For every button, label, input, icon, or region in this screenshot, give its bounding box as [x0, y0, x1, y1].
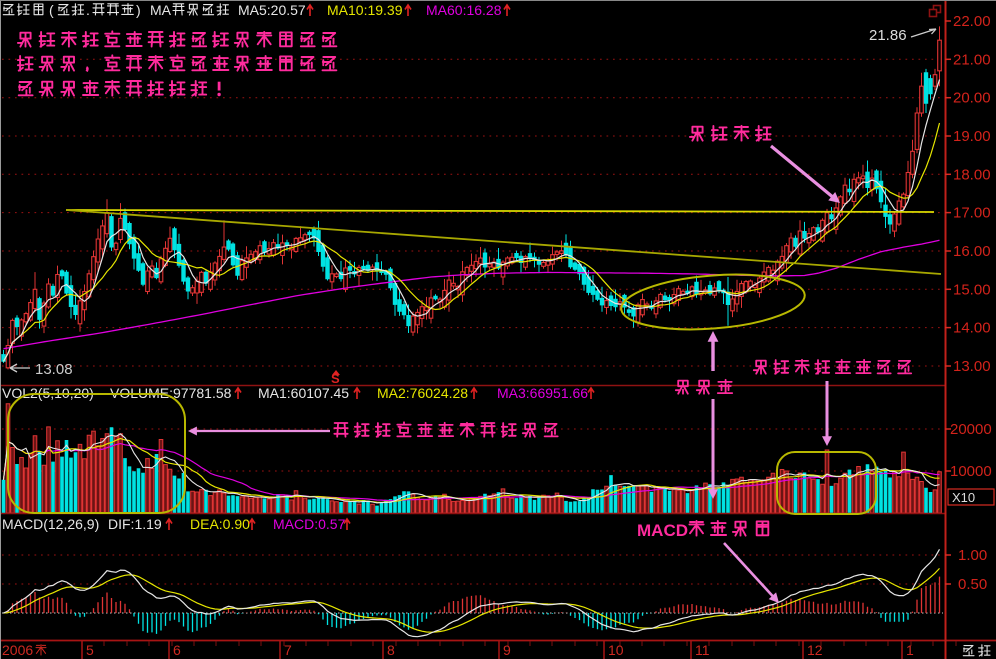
- svg-text:MA10:19.39: MA10:19.39: [327, 2, 403, 18]
- svg-text:1: 1: [906, 642, 914, 658]
- svg-text:11: 11: [695, 642, 710, 658]
- svg-text:13.00: 13.00: [953, 358, 991, 375]
- svg-text:MA60:16.28: MA60:16.28: [426, 2, 502, 18]
- svg-text:.: .: [86, 2, 90, 18]
- svg-text:(: (: [49, 2, 54, 18]
- svg-text:1.00: 1.00: [958, 547, 987, 564]
- svg-text:13.08: 13.08: [35, 361, 73, 378]
- svg-text:12: 12: [807, 642, 823, 658]
- svg-text:X10: X10: [952, 490, 975, 505]
- svg-text:7: 7: [284, 642, 292, 658]
- svg-text:8: 8: [387, 642, 395, 658]
- svg-text:21.00: 21.00: [953, 51, 991, 68]
- svg-text:VOLUME:97781.58: VOLUME:97781.58: [110, 385, 232, 401]
- svg-text:9: 9: [503, 642, 511, 658]
- svg-text:20.00: 20.00: [953, 90, 991, 107]
- svg-text:MA: MA: [150, 2, 172, 18]
- svg-text:2006: 2006: [2, 642, 33, 658]
- svg-text:17.00: 17.00: [953, 205, 991, 222]
- svg-text:MA5:20.57: MA5:20.57: [238, 2, 306, 18]
- svg-text:10: 10: [608, 642, 624, 658]
- svg-text:5: 5: [86, 642, 94, 658]
- svg-text:22.00: 22.00: [953, 13, 991, 30]
- svg-text:20000: 20000: [950, 421, 992, 438]
- svg-text:19.00: 19.00: [953, 128, 991, 145]
- svg-text:18.00: 18.00: [953, 166, 991, 183]
- svg-text:0.50: 0.50: [958, 576, 987, 593]
- svg-text:10000: 10000: [950, 463, 992, 480]
- svg-text:S: S: [331, 371, 340, 386]
- svg-text:MACD(12,26,9): MACD(12,26,9): [2, 516, 99, 532]
- svg-text:16.00: 16.00: [953, 243, 991, 260]
- svg-text:MACD:0.57: MACD:0.57: [273, 516, 346, 532]
- svg-text:6: 6: [173, 642, 181, 658]
- svg-text:MA2:76024.28: MA2:76024.28: [377, 385, 468, 401]
- svg-text:21.86: 21.86: [869, 27, 907, 44]
- svg-text:MACD: MACD: [637, 521, 688, 540]
- svg-text:): ): [136, 2, 141, 18]
- svg-text:14.00: 14.00: [953, 320, 991, 337]
- svg-text:MA1:60107.45: MA1:60107.45: [258, 385, 349, 401]
- svg-text:15.00: 15.00: [953, 281, 991, 298]
- svg-text:DIF:1.19: DIF:1.19: [108, 516, 162, 532]
- svg-text:DEA:0.90: DEA:0.90: [190, 516, 250, 532]
- svg-text:MA3:66951.66: MA3:66951.66: [497, 385, 588, 401]
